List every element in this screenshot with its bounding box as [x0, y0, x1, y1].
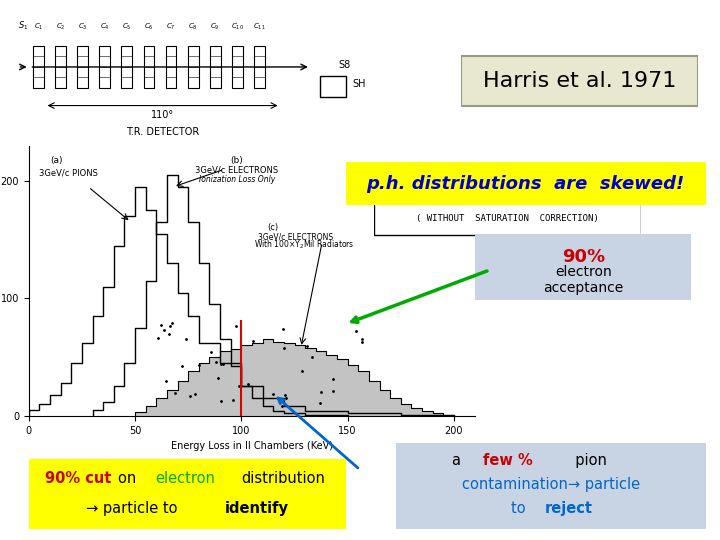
Bar: [320, 76, 346, 97]
Text: IN II CHAMBERS ( KRYPTON + METHANE): IN II CHAMBERS ( KRYPTON + METHANE): [413, 195, 602, 204]
Text: $C_2$: $C_2$: [56, 22, 66, 31]
Text: EQUAL  AREA  SPECTRA OF ENERGY LOSS: EQUAL AREA SPECTRA OF ENERGY LOSS: [413, 177, 602, 185]
Text: $S_1$: $S_1$: [18, 19, 29, 32]
Text: SH: SH: [353, 79, 366, 90]
Text: 90%: 90%: [562, 248, 605, 266]
Bar: [232, 46, 243, 88]
FancyBboxPatch shape: [26, 458, 348, 530]
Text: (a): (a): [50, 157, 63, 165]
Text: Harris et al. 1971: Harris et al. 1971: [483, 71, 676, 91]
Text: 90% cut: 90% cut: [45, 471, 111, 486]
Text: $C_{10}$: $C_{10}$: [231, 22, 243, 31]
Bar: [188, 46, 199, 88]
FancyBboxPatch shape: [342, 161, 709, 206]
Text: $C_7$: $C_7$: [166, 22, 176, 31]
Text: $C_{11}$: $C_{11}$: [253, 22, 266, 31]
Text: distribution: distribution: [241, 471, 325, 486]
Text: 3GeV/c ELECTRONS: 3GeV/c ELECTRONS: [194, 166, 278, 175]
Text: $C_5$: $C_5$: [122, 22, 132, 31]
Text: electron
acceptance: electron acceptance: [543, 265, 624, 295]
Text: pion: pion: [567, 453, 607, 468]
Bar: [33, 46, 44, 88]
Text: a: a: [451, 453, 470, 468]
Text: T.R. DETECTOR: T.R. DETECTOR: [126, 127, 199, 137]
Text: (c): (c): [267, 224, 278, 232]
Text: Ionization Loss Only: Ionization Loss Only: [199, 175, 275, 184]
FancyBboxPatch shape: [461, 56, 698, 106]
Text: few %: few %: [482, 453, 532, 468]
Text: electron: electron: [156, 471, 215, 486]
Text: $C_9$: $C_9$: [210, 22, 220, 31]
Text: contamination→ particle: contamination→ particle: [462, 477, 640, 492]
Text: reject: reject: [544, 501, 593, 516]
Bar: [210, 46, 220, 88]
Bar: [99, 46, 110, 88]
Polygon shape: [135, 340, 454, 416]
Bar: [55, 46, 66, 88]
Text: identify: identify: [225, 501, 289, 516]
Text: S8: S8: [338, 59, 351, 70]
X-axis label: Energy Loss in II Chambers (KeV): Energy Loss in II Chambers (KeV): [171, 441, 333, 451]
Text: $C_1$: $C_1$: [34, 22, 43, 31]
Text: p.h. distributions  are  skewed!: p.h. distributions are skewed!: [366, 174, 685, 193]
Bar: [254, 46, 265, 88]
Bar: [77, 46, 88, 88]
Text: $C_8$: $C_8$: [188, 22, 198, 31]
Text: to: to: [510, 501, 530, 516]
Text: ( WITHOUT  SATURATION  CORRECTION): ( WITHOUT SATURATION CORRECTION): [416, 214, 599, 223]
FancyBboxPatch shape: [393, 442, 708, 530]
Bar: [143, 46, 154, 88]
Text: 110°: 110°: [151, 110, 174, 120]
Bar: [166, 46, 176, 88]
Text: 3GeV/c ELECTRONS: 3GeV/c ELECTRONS: [258, 233, 333, 242]
Text: With 100×Y$_2$Mil Radiators: With 100×Y$_2$Mil Radiators: [254, 239, 354, 252]
FancyBboxPatch shape: [374, 164, 641, 235]
Text: 3GeV/c PIONS: 3GeV/c PIONS: [40, 168, 99, 177]
Text: (b): (b): [230, 157, 243, 165]
Text: $C_3$: $C_3$: [78, 22, 88, 31]
Text: $C_6$: $C_6$: [144, 22, 154, 31]
Text: on: on: [117, 471, 145, 486]
Text: → particle to: → particle to: [86, 501, 182, 516]
Text: $C_4$: $C_4$: [100, 22, 109, 31]
Bar: [122, 46, 132, 88]
FancyBboxPatch shape: [475, 234, 691, 300]
